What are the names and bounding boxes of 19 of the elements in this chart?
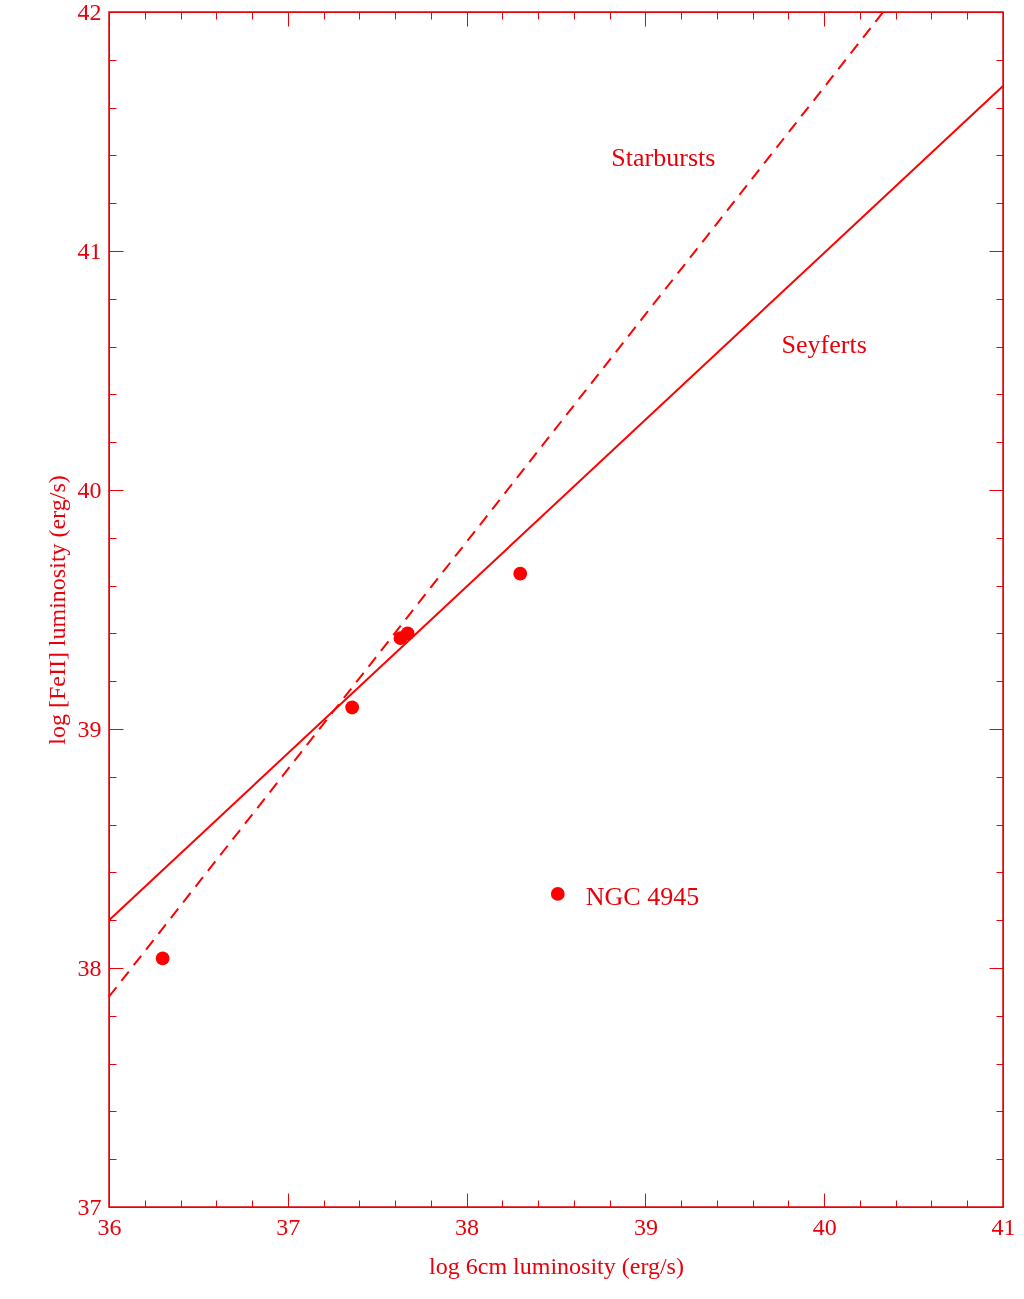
annotation: NGC 4945 (585, 881, 700, 911)
x-tick-label: 38 (455, 1213, 480, 1240)
y-tick-label: 42 (77, 0, 102, 25)
y-tick-label: 38 (77, 954, 102, 981)
x-tick-label: 40 (812, 1213, 837, 1240)
y-tick-label: 40 (77, 476, 102, 503)
x-tick-label: 39 (633, 1213, 658, 1240)
point (155, 951, 170, 966)
x-tick-label: 37 (276, 1213, 301, 1240)
y-tick-label: 41 (77, 237, 102, 264)
series-label: Seyferts (781, 329, 867, 359)
x-tick-label: 41 (991, 1213, 1016, 1240)
point (550, 887, 565, 901)
y-tick-label: 39 (77, 715, 102, 742)
y-axis-title: log [FeII] luminosity (erg/s) (43, 475, 70, 745)
point (345, 700, 360, 715)
point (513, 566, 528, 581)
x-axis-title: log 6cm luminosity (erg/s) (429, 1252, 684, 1279)
series-label: Starbursts (611, 142, 716, 172)
